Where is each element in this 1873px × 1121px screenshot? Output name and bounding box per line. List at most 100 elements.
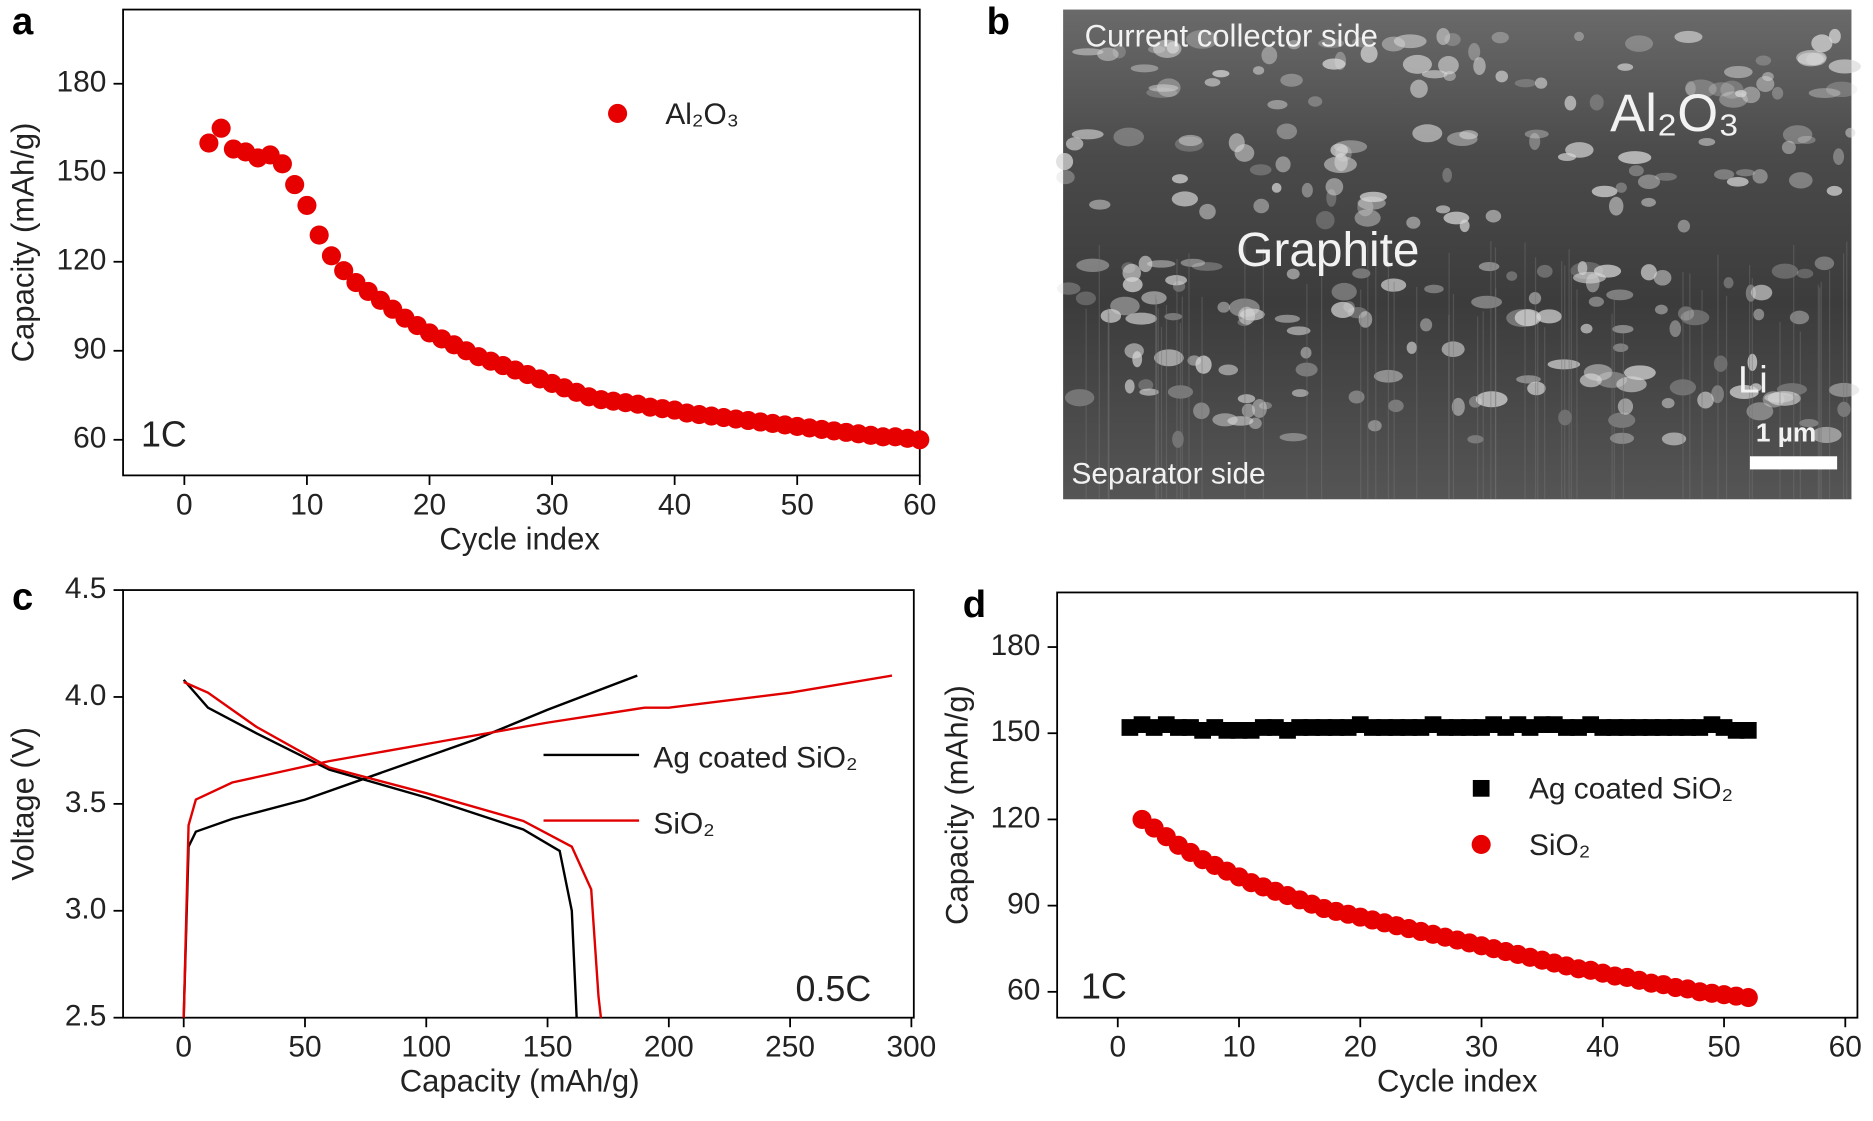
sem-grain (1661, 397, 1675, 409)
sem-grain (1315, 211, 1335, 230)
sem-grain (1410, 79, 1428, 98)
panel-label: a (12, 0, 34, 43)
sem-grain (1580, 323, 1593, 334)
sem-grain (1089, 199, 1111, 210)
sem-grain (1527, 381, 1546, 396)
sem-grain (1828, 382, 1860, 398)
sem-grain (1388, 399, 1404, 413)
sem-grain (1685, 81, 1696, 96)
sem-grain (1485, 209, 1502, 223)
line (183, 680, 603, 1018)
sem-grain (1280, 73, 1303, 87)
sem-grain (1547, 359, 1581, 370)
legend-label: SiO₂ (653, 807, 714, 840)
sem-grain (1258, 401, 1272, 410)
y-tick-label: 150 (57, 155, 107, 188)
sem-grain (1357, 198, 1374, 217)
point (1738, 988, 1758, 1008)
sem-grain (1438, 56, 1459, 75)
sem-grain (1471, 295, 1503, 309)
sem-grain (1193, 402, 1210, 420)
sem-grain (1677, 306, 1695, 321)
sem-grain (1358, 311, 1373, 328)
sem-grain (1436, 27, 1451, 46)
panel-label: c (12, 576, 33, 619)
sem-grain (1178, 134, 1203, 146)
sem-grain (1380, 278, 1407, 292)
y-tick-label: 90 (1007, 888, 1040, 921)
sem-grain (1348, 390, 1365, 404)
sem-grain (1204, 78, 1221, 87)
y-tick-label: 4.0 (65, 679, 107, 712)
sem-grain (1574, 31, 1585, 42)
sem-grain (1750, 284, 1773, 301)
x-tick-label: 150 (523, 1031, 573, 1064)
sem-grain (1291, 389, 1309, 398)
point (199, 133, 219, 153)
y-tick-label: 180 (991, 629, 1041, 662)
sem-grain (1674, 30, 1703, 44)
sem-grain (1146, 260, 1176, 268)
y-tick-label: 120 (57, 244, 107, 277)
legend-label: SiO₂ (1529, 829, 1590, 862)
sem-grain (1661, 432, 1687, 446)
y-tick-label: 3.0 (65, 893, 107, 926)
sem-grain (1514, 309, 1542, 327)
y-tick-label: 4.5 (65, 572, 107, 605)
x-tick-label: 40 (658, 488, 691, 521)
sem-grain (1318, 38, 1345, 48)
sem-grain (1333, 140, 1368, 154)
sem-grain (1514, 79, 1537, 88)
sem-grain (1640, 264, 1657, 281)
line (182, 679, 578, 1018)
sem-grain (1138, 379, 1154, 391)
sem-grain (1713, 355, 1728, 372)
plot-frame (122, 8, 921, 477)
sem-grain (1424, 284, 1444, 294)
sem-grain (1617, 63, 1634, 71)
sem-grain (1253, 198, 1270, 214)
sem-grain (1191, 262, 1223, 271)
sem-grain (1698, 138, 1716, 146)
sem-grain (1714, 169, 1735, 180)
x-axis-label: Cycle index (439, 521, 600, 556)
sem-grain (1459, 219, 1470, 233)
point (1739, 722, 1757, 739)
y-tick-label: 60 (73, 422, 106, 455)
sem-grain (1373, 369, 1403, 383)
plot-frame (1056, 591, 1859, 1019)
legend-swatch (608, 103, 628, 124)
sem-grain (1524, 129, 1549, 139)
sem-grain (1577, 261, 1588, 276)
sem-grain (1276, 123, 1298, 140)
sem-grain (1174, 136, 1204, 152)
sem-grain (1253, 66, 1265, 75)
sem-grain (1406, 341, 1417, 354)
sem-image (1063, 9, 1852, 500)
sem-grain (1776, 383, 1808, 396)
line (182, 674, 893, 1018)
sem-grain (1249, 417, 1262, 430)
sem-grain (1606, 289, 1634, 301)
sem-grain (1360, 44, 1378, 63)
sem-grain (1420, 318, 1433, 332)
sem-grain (1608, 412, 1636, 428)
sem-grain (1267, 100, 1288, 110)
sem-grain (1669, 379, 1697, 396)
y-axis-label: Capacity (mAh/g) (5, 123, 40, 363)
x-axis-label: Capacity (mAh/g) (400, 1064, 640, 1099)
point (334, 261, 354, 281)
sem-grain (1680, 309, 1710, 326)
x-tick-label: 300 (886, 1031, 936, 1064)
sem-grain (1237, 394, 1256, 404)
sem-grain (1300, 346, 1312, 359)
legend-label: Al₂O₃ (665, 98, 739, 131)
sem-grain (1075, 291, 1097, 306)
sem-grain (1347, 307, 1368, 319)
sem-grain (1669, 320, 1682, 338)
sem-grain (1735, 89, 1747, 98)
sem-grain (1591, 185, 1618, 198)
sem-grain (1072, 48, 1104, 56)
x-tick-label: 250 (765, 1031, 815, 1064)
